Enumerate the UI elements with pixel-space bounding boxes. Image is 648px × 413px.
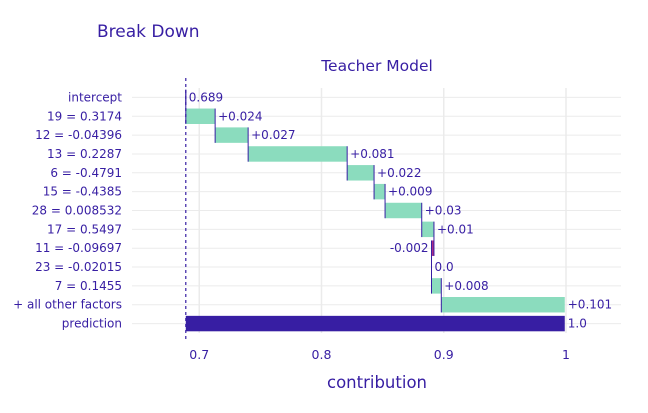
data-label: +0.01 <box>437 222 474 236</box>
y-tick-label: 11 = -0.09697 <box>35 241 122 255</box>
data-label: +0.024 <box>218 109 262 123</box>
y-tick-label: 23 = -0.02015 <box>35 260 122 274</box>
x-axis-title: contribution <box>327 373 427 392</box>
contribution-bar <box>421 221 434 238</box>
y-tick-label: 6 = -0.4791 <box>50 166 122 180</box>
data-label: +0.022 <box>377 166 421 180</box>
contribution-bar <box>385 202 422 219</box>
data-label: +0.03 <box>425 204 462 218</box>
y-tick-label: + all other factors <box>13 298 122 312</box>
y-tick-label: 19 = 0.3174 <box>47 109 122 123</box>
x-tick-label: 0.9 <box>434 347 454 362</box>
contribution-bar <box>185 108 216 124</box>
contribution-bar <box>441 297 565 313</box>
y-tick-label: 13 = 0.2287 <box>47 147 122 161</box>
data-label: +0.009 <box>388 185 432 199</box>
contribution-bar <box>248 146 348 162</box>
contribution-bar <box>347 165 375 181</box>
y-tick-label: prediction <box>62 317 122 331</box>
contribution-bar <box>374 183 386 200</box>
contribution-bar <box>431 278 442 294</box>
data-label: +0.027 <box>251 128 295 142</box>
y-tick-label: 7 = 0.1455 <box>55 279 122 293</box>
x-tick-label: 0.8 <box>312 347 332 362</box>
data-label: +0.008 <box>444 279 488 293</box>
data-label: 0.689 <box>189 90 223 104</box>
x-tick-label: 0.7 <box>189 347 209 362</box>
y-tick-label: 17 = 0.5497 <box>47 222 122 236</box>
y-tick-label: intercept <box>68 90 122 104</box>
contribution-bar <box>215 127 249 143</box>
data-label: +0.101 <box>568 298 612 312</box>
chart-title: Break Down <box>97 22 200 42</box>
data-label: 0.0 <box>435 260 454 274</box>
x-tick-label: 1 <box>562 347 570 362</box>
y-tick-label: 12 = -0.04396 <box>35 128 122 142</box>
data-label: 1.0 <box>568 317 587 331</box>
data-label: -0.002 <box>390 241 429 255</box>
prediction-bar <box>185 315 565 332</box>
contribution-bar <box>431 240 434 256</box>
y-tick-label: 28 = 0.008532 <box>32 204 122 218</box>
data-label: +0.081 <box>350 147 394 161</box>
chart-subtitle: Teacher Model <box>321 57 433 75</box>
y-tick-label: 15 = -0.4385 <box>43 185 122 199</box>
